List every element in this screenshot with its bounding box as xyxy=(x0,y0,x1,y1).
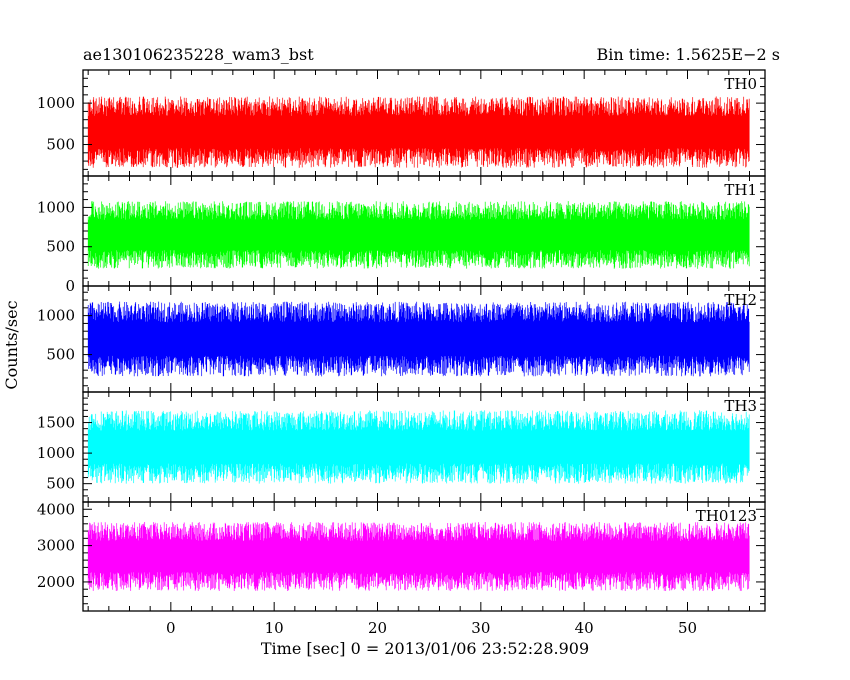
panel-th1: 0 500 1000 TH1 xyxy=(37,175,766,295)
y-tick-label: 0 xyxy=(65,277,75,295)
x-tick-label: 30 xyxy=(471,619,490,637)
y-tick-label: 1500 xyxy=(37,414,75,432)
y-tick-label: 4000 xyxy=(37,500,75,518)
y-axis-label: Counts/sec xyxy=(2,300,21,389)
panel-frame xyxy=(82,501,766,612)
panel-label-th2: TH2 xyxy=(724,291,757,309)
x-axis-label: Time [sec] 0 = 2013/01/06 23:52:28.909 xyxy=(261,639,589,658)
y-tick-label: 500 xyxy=(46,136,75,154)
y-tick-label: 1000 xyxy=(37,198,75,216)
series-trace-th0123 xyxy=(87,522,750,591)
y-tick-label: 1000 xyxy=(37,444,75,462)
series-trace-th2 xyxy=(87,301,750,377)
y-tick-label: 1000 xyxy=(37,94,75,112)
panels-group: 5001000TH005001000TH15001000TH2500100015… xyxy=(37,69,766,637)
y-tick-label: 3000 xyxy=(37,537,75,555)
panel-th3: 500 1000 1500 TH3 xyxy=(37,391,766,503)
panel-th2: 500 1000 TH2 xyxy=(37,285,766,393)
x-tick-label: 40 xyxy=(575,619,594,637)
y-tick-label: 500 xyxy=(46,238,75,256)
panel-label-th0: TH0 xyxy=(724,75,757,93)
series-trace-th3 xyxy=(87,410,750,484)
x-tick-label: 10 xyxy=(265,619,284,637)
panel-label-th0123: TH0123 xyxy=(696,507,757,525)
panel-th0123: 2000 3000 4000 TH0123 xyxy=(37,500,766,612)
series-trace-th0 xyxy=(87,96,750,168)
y-tick-label: 500 xyxy=(46,346,75,364)
x-tick-label: 50 xyxy=(678,619,697,637)
x-tick-label: 0 xyxy=(166,619,176,637)
series-trace-th1 xyxy=(87,201,750,269)
panel-label-th1: TH1 xyxy=(724,181,757,199)
bin-time-label: Bin time: 1.5625E−2 s xyxy=(597,45,780,64)
y-tick-label: 2000 xyxy=(37,573,75,591)
y-tick-label: 500 xyxy=(46,475,75,493)
chart-title: ae130106235228_wam3_bst xyxy=(83,45,314,64)
panel-label-th3: TH3 xyxy=(724,397,757,415)
y-tick-label: 1000 xyxy=(37,307,75,325)
x-tick-label: 20 xyxy=(368,619,387,637)
panel-th0: 500 1000 TH0 xyxy=(37,69,766,177)
